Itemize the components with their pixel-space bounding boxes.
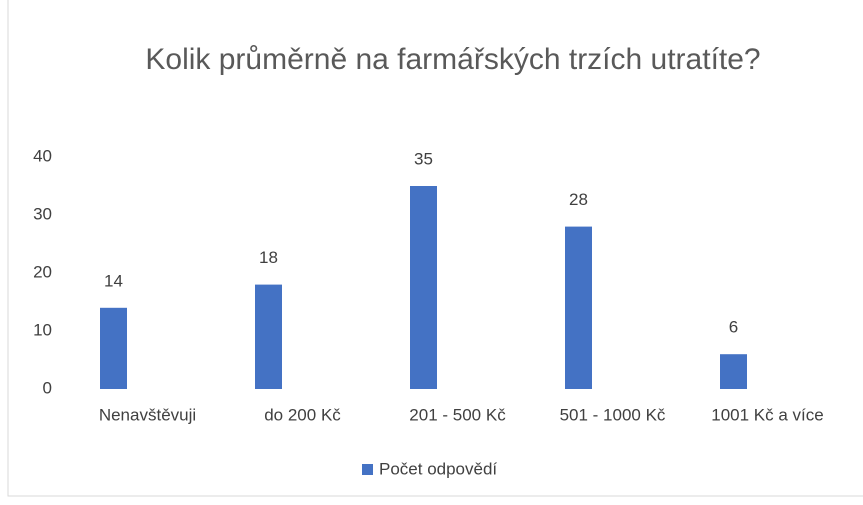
bar [565,226,592,389]
x-tick-label: 201 - 500 Kč [409,405,506,424]
data-label: 6 [729,318,738,337]
x-tick-label: 501 - 1000 Kč [560,405,666,424]
x-tick-label: do 200 Kč [264,405,341,424]
data-label: 18 [259,248,278,267]
data-label: 28 [569,190,588,209]
bar [410,186,437,389]
y-tick-label: 30 [33,204,52,223]
legend-swatch [362,464,373,475]
chart-border [7,0,863,497]
x-tick-label: Nenavštěvuji [99,405,196,424]
y-tick-label: 0 [43,378,52,397]
legend-label: Počet odpovědí [379,459,497,478]
data-label: 35 [414,149,433,168]
data-label: 14 [104,271,123,290]
y-tick-label: 20 [33,262,52,281]
x-tick-label: 1001 Kč a více [711,405,823,424]
bar [720,354,747,389]
chart-title: Kolik průměrně na farmářských trzích utr… [145,43,761,76]
y-tick-label: 40 [33,146,52,165]
bar [100,307,127,389]
bar [255,284,282,389]
y-tick-label: 10 [33,320,52,339]
